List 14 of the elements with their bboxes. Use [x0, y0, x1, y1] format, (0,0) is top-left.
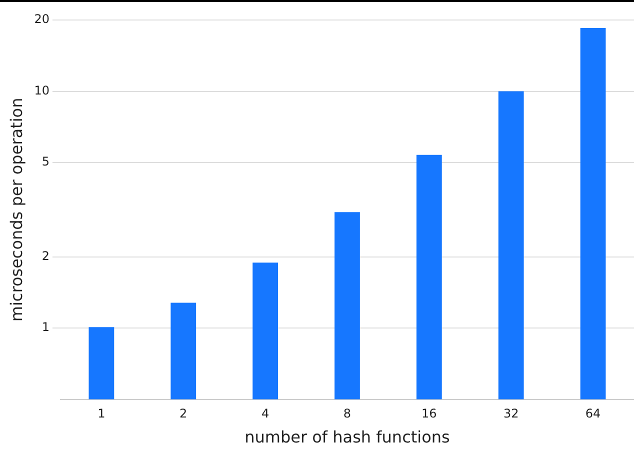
x-tick-label: 4 [261, 406, 270, 421]
x-tick-label: 1 [98, 406, 106, 421]
y-axis-title: microseconds per operation [6, 98, 26, 322]
x-axis-title: number of hash functions [244, 428, 450, 447]
x-tick-label: 2 [180, 406, 188, 421]
y-tick-label: 20 [34, 12, 50, 26]
x-tick-label: 16 [422, 406, 437, 421]
y-tick-label: 5 [42, 154, 50, 169]
y-tick-label: 10 [34, 83, 50, 98]
y-tick-label: 2 [42, 248, 50, 263]
x-tick-label: 64 [585, 406, 601, 421]
x-tick-label: 32 [503, 406, 519, 421]
y-tick-label: 1 [42, 320, 50, 334]
x-tick-label: 8 [343, 406, 352, 421]
